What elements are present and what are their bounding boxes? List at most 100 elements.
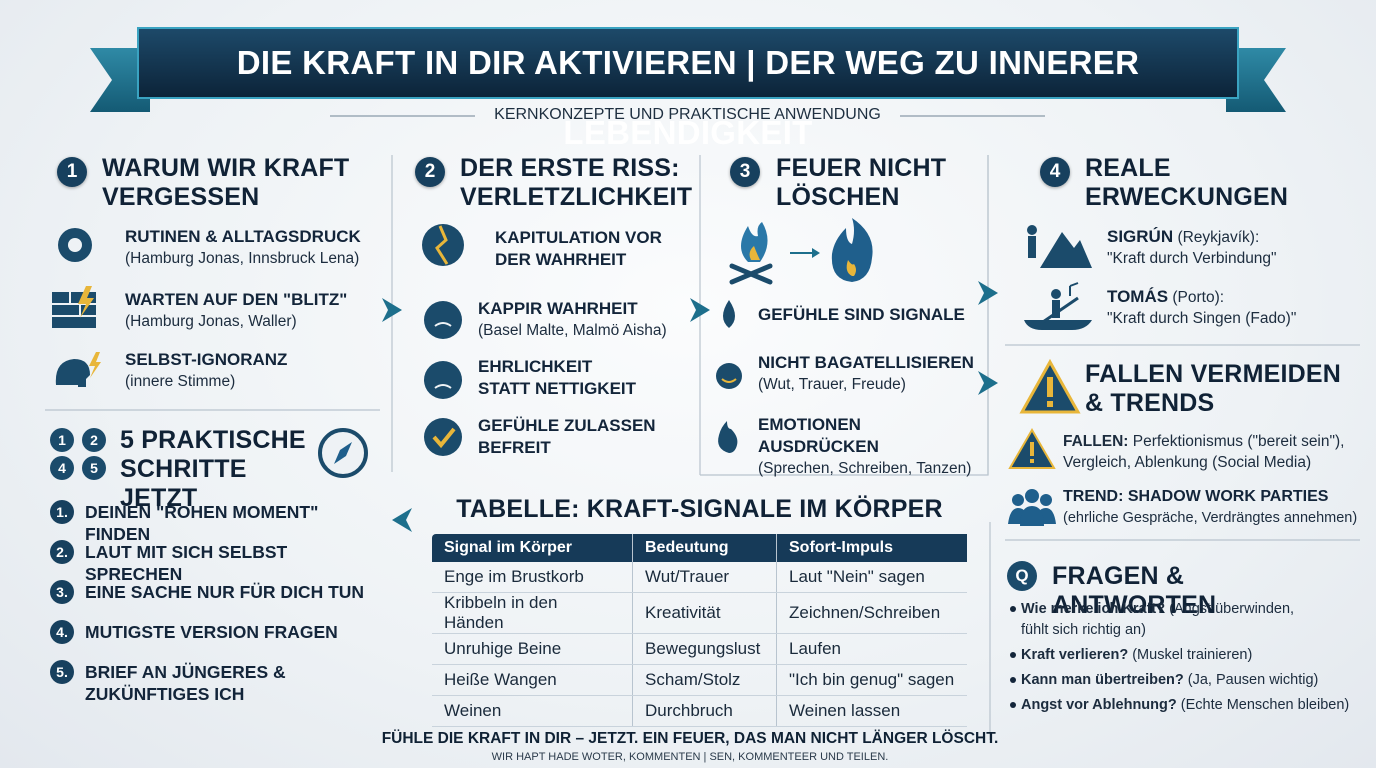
item-title: GEFÜHLE SIND SIGNALE bbox=[758, 305, 965, 324]
person-name: SIGRÚN bbox=[1107, 227, 1174, 246]
item-title: WARTEN AUF DEN "BLITZ" bbox=[125, 290, 348, 309]
item-detail: (Hamburg Jonas, Innsbruck Lena) bbox=[125, 250, 360, 267]
table-cell: Laut "Nein" sagen bbox=[776, 562, 967, 593]
item: WARTEN AUF DEN "BLITZ" (Hamburg Jonas, Wa… bbox=[125, 289, 385, 332]
section-number: 1 bbox=[57, 157, 87, 187]
person-place: (Porto): bbox=[1172, 289, 1225, 306]
item-title: SELBST-IGNORANZ bbox=[125, 350, 288, 369]
section-title: WARUM WIR KRAFT VERGESSEN bbox=[102, 154, 350, 211]
table-cell: Unruhige Beine bbox=[432, 633, 633, 665]
section-title: REALE ERWECKUNGEN bbox=[1085, 154, 1289, 211]
item-title: RUTINEN & ALLTAGSDRUCK bbox=[125, 227, 361, 246]
item-title: KAPPIR WAHRHEIT bbox=[478, 299, 638, 318]
item-detail: (Sprechen, Schreiben, Tanzen) bbox=[758, 460, 972, 477]
trap-item: FALLEN: Perfektionismus ("bereit sein"),… bbox=[1063, 431, 1363, 473]
subtitle: KERNKONZEPTE UND PRAKTISCHE ANWENDUNG bbox=[494, 106, 881, 123]
table-cell: "Ich bin genug" sagen bbox=[776, 664, 967, 696]
faq-answer: (Muskel trainieren) bbox=[1132, 647, 1253, 663]
table-cell: Kribbeln in den Händen bbox=[432, 592, 633, 634]
item-detail: (Basel Malte, Malmö Aisha) bbox=[478, 322, 667, 339]
table-row: Weinen Durchbruch Weinen lassen bbox=[432, 695, 967, 727]
table-cell: Heiße Wangen bbox=[432, 664, 633, 696]
faq-item: Kraft verlieren? (Muskel trainieren) bbox=[1021, 645, 1351, 666]
table-cell: Zeichnen/Schreiben bbox=[776, 592, 967, 634]
column-header: Bedeutung bbox=[632, 534, 777, 562]
table-cell: Bewegungslust bbox=[632, 633, 777, 665]
table-cell: Weinen bbox=[432, 695, 633, 727]
item-title: GEFÜHLE ZULASSEN BEFREIT bbox=[478, 416, 656, 457]
faq-question: Wie merke ich Kraft? bbox=[1021, 601, 1166, 617]
step-text: DEINEN "ROHEN MOMENT" FINDEN bbox=[85, 502, 319, 544]
step-number: 1. bbox=[50, 500, 74, 524]
section-number: 3 bbox=[730, 157, 760, 187]
step-text: BRIEF AN JÜNGERES & ZUKÜNFTIGES ICH bbox=[85, 662, 286, 704]
item-title: KAPITULATION VOR DER WAHRHEIT bbox=[495, 228, 662, 269]
item-title: EMOTIONEN AUSDRÜCKEN bbox=[758, 415, 879, 456]
section-title: DER ERSTE RISS: VERLETZLICHKEIT bbox=[460, 154, 693, 211]
footer-note: WIR HAPT HADE WOTER, KOMMENTEN | SEN, KO… bbox=[491, 751, 889, 763]
table-title: TABELLE: KRAFT-SIGNALE IM KÖRPER bbox=[456, 495, 943, 523]
table-cell: Enge im Brustkorb bbox=[432, 562, 633, 593]
faq-answer: (Angst überwinden, fühlt sich richtig an… bbox=[1021, 601, 1295, 638]
table-row: Kribbeln in den Händen Kreativität Zeichne… bbox=[432, 592, 967, 634]
faq-item: Angst vor Ablehnung? (Echte Menschen ble… bbox=[1021, 695, 1361, 716]
item: SELBST-IGNORANZ (innere Stimme) bbox=[125, 349, 385, 392]
trend-item: TREND: SHADOW WORK PARTIES (ehrliche Gesp… bbox=[1063, 486, 1373, 529]
faq-answer: (Echte Menschen bleiben) bbox=[1180, 697, 1350, 713]
section-number: 2 bbox=[415, 157, 445, 187]
faq-item: Wie merke ich Kraft? (Angst überwinden, … bbox=[1021, 599, 1321, 641]
item-detail: (Hamburg Jonas, Waller) bbox=[125, 313, 297, 330]
item: RUTINEN & ALLTAGSDRUCK (Hamburg Jonas, In… bbox=[125, 226, 385, 269]
step-number: 2. bbox=[50, 540, 74, 564]
faq-icon: Q bbox=[1015, 566, 1029, 585]
table-cell: Weinen lassen bbox=[776, 695, 967, 727]
step-text: MUTIGSTE VERSION FRAGEN bbox=[85, 622, 338, 642]
traps-title: FALLEN VERMEIDEN & TRENDS bbox=[1085, 360, 1341, 417]
faq-item: Kann man übertreiben? (Ja, Pausen wichti… bbox=[1021, 670, 1351, 691]
item-detail: (Wut, Trauer, Freude) bbox=[758, 376, 906, 393]
faq-answer: (Ja, Pausen wichtig) bbox=[1187, 672, 1319, 688]
table-row: Unruhige Beine Bewegungslust Laufen bbox=[432, 633, 967, 665]
column-header: Sofort-Impuls bbox=[776, 534, 967, 562]
faq-question: Angst vor Ablehnung? bbox=[1021, 697, 1177, 713]
trend-label: TREND: SHADOW WORK PARTIES bbox=[1063, 488, 1329, 505]
steps-title: 5 PRAKTISCHE SCHRITTE JETZT bbox=[120, 426, 306, 512]
trend-text: (ehrliche Gespräche, Verdrängtes annehme… bbox=[1063, 510, 1358, 526]
signal-table: Signal im Körper Bedeutung Sofort-Impuls… bbox=[432, 534, 967, 727]
icon-digit: 2 bbox=[90, 432, 98, 448]
table-row: Heiße Wangen Scham/Stolz "Ich bin genug" s… bbox=[432, 664, 967, 696]
item-title: EHRLICHKEIT STATT NETTIGKEIT bbox=[478, 357, 637, 398]
icon-digit: 4 bbox=[58, 460, 66, 476]
table-cell: Scham/Stolz bbox=[632, 664, 777, 696]
table-cell: Durchbruch bbox=[632, 695, 777, 727]
step-number: 4. bbox=[50, 620, 74, 644]
table-body: Enge im Brustkorb Wut/Trauer Laut "Nein" s… bbox=[432, 562, 967, 727]
table-cell: Laufen bbox=[776, 633, 967, 665]
step-number: 3. bbox=[50, 580, 74, 604]
footer-tagline: FÜHLE DIE KRAFT IN DIR – JETZT. EIN FEUE… bbox=[381, 730, 999, 747]
table-row: Enge im Brustkorb Wut/Trauer Laut "Nein" s… bbox=[432, 562, 967, 593]
faq-question: Kraft verlieren? bbox=[1021, 647, 1129, 663]
header-row: Signal im Körper Bedeutung Sofort-Impuls bbox=[432, 534, 967, 562]
table-cell: Wut/Trauer bbox=[632, 562, 777, 593]
item-title: NICHT BAGATELLISIEREN bbox=[758, 353, 974, 372]
faq-question: Kann man übertreiben? bbox=[1021, 672, 1184, 688]
column-header: Signal im Körper bbox=[432, 534, 633, 562]
step-text: LAUT MIT SICH SELBST SPRECHEN bbox=[85, 542, 288, 584]
faq-title: FRAGEN & ANTWORTEN bbox=[1052, 562, 1217, 619]
person-quote: "Kraft durch Verbindung" bbox=[1107, 250, 1277, 267]
section-title: FEUER NICHT LÖSCHEN bbox=[776, 154, 947, 211]
person-quote: "Kraft durch Singen (Fado)" bbox=[1107, 310, 1297, 327]
person: SIGRÚN (Reykjavík): "Kraft durch Verbindu… bbox=[1107, 226, 1357, 269]
trap-text: Perfektionismus ("bereit sein"), Verglei… bbox=[1063, 433, 1345, 471]
icon-digit: 1 bbox=[58, 432, 66, 448]
table-cell: Kreativität bbox=[632, 592, 777, 634]
step-text: EINE SACHE NUR FÜR DICH TUN bbox=[85, 582, 365, 602]
person-place: (Reykjavík): bbox=[1177, 229, 1260, 246]
person: TOMÁS (Porto): "Kraft durch Singen (Fado)… bbox=[1107, 286, 1357, 329]
item: KAPPIR WAHRHEIT (Basel Malte, Malmö Aisha… bbox=[478, 298, 693, 341]
icon-digit: 5 bbox=[90, 460, 98, 476]
item: NICHT BAGATELLISIEREN (Wut, Trauer, Freud… bbox=[758, 352, 983, 395]
item: EMOTIONEN AUSDRÜCKEN (Sprechen, Schreiben… bbox=[758, 414, 983, 479]
